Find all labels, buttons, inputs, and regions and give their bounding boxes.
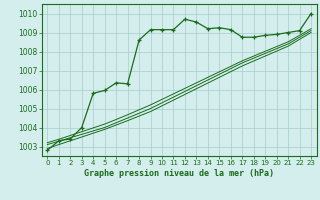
X-axis label: Graphe pression niveau de la mer (hPa): Graphe pression niveau de la mer (hPa) <box>84 169 274 178</box>
